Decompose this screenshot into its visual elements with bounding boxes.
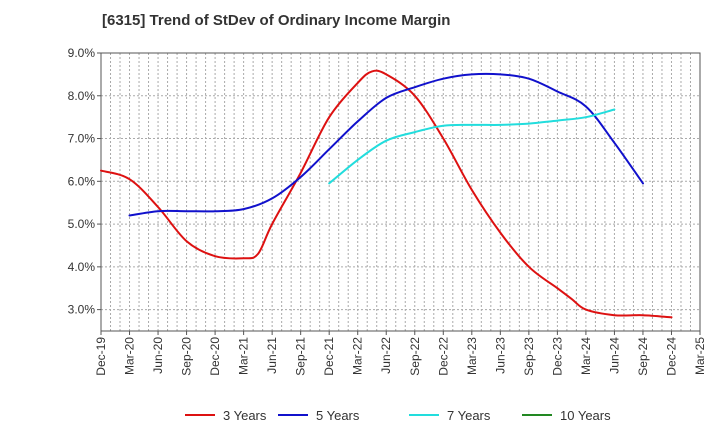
y-tick-label: 9.0% [68, 46, 96, 60]
y-tick-label: 7.0% [68, 132, 96, 146]
x-tick-label: Mar-23 [465, 337, 479, 375]
x-tick-label: Jun-24 [607, 337, 621, 374]
legend-label: 3 Years [223, 408, 267, 423]
series-line-2 [128, 72, 644, 217]
x-tick-label: Dec-21 [322, 337, 336, 376]
y-tick-label: 8.0% [68, 89, 96, 103]
x-tick-label: Sep-21 [294, 337, 308, 376]
x-tick-label: Dec-20 [208, 337, 222, 376]
grid-lines [101, 52, 700, 331]
x-tick-label: Mar-24 [579, 337, 593, 375]
x-tick-label: Sep-23 [522, 337, 536, 376]
x-tick-label: Mar-21 [237, 337, 251, 375]
legend-label: 5 Years [316, 408, 360, 423]
y-tick-label: 3.0% [68, 303, 96, 317]
x-tick-label: Sep-20 [180, 337, 194, 376]
x-tick-label: Sep-24 [636, 337, 650, 376]
legend-label: 10 Years [560, 408, 611, 423]
x-tick-label: Dec-22 [436, 337, 450, 376]
plot-area [100, 52, 701, 332]
y-tick-label: 6.0% [68, 174, 96, 188]
x-tick-label: Jun-23 [493, 337, 507, 374]
y-axis: 3.0% 4.0% 5.0% 6.0% 7.0% 8.0% 9.0% [68, 46, 101, 317]
chart-title: [6315] Trend of StDev of Ordinary Income… [102, 12, 451, 29]
legend-label: 7 Years [447, 408, 491, 423]
x-tick-label: Sep-22 [408, 337, 422, 376]
x-tick-label: Dec-23 [550, 337, 564, 376]
x-tick-label: Mar-25 [693, 337, 707, 375]
series-lines [100, 69, 673, 319]
x-tick-label: Mar-20 [123, 337, 137, 375]
x-tick-label: Jun-20 [151, 337, 165, 374]
series-line-3 [328, 108, 616, 185]
x-tick-label: Jun-21 [265, 337, 279, 374]
y-tick-label: 5.0% [68, 217, 96, 231]
x-tick-label: Jun-22 [379, 337, 393, 374]
y-tick-label: 4.0% [68, 260, 96, 274]
x-tick-label: Dec-24 [664, 337, 678, 376]
legend: 3 Years 5 Years 7 Years 10 Years [185, 408, 611, 423]
series-line-1 [100, 69, 673, 319]
x-axis: Dec-19 Mar-20 Jun-20 Sep-20 Dec-20 Mar-21 Jun-… [94, 331, 707, 376]
x-tick-label: Mar-22 [351, 337, 365, 375]
x-tick-label: Dec-19 [94, 337, 108, 376]
